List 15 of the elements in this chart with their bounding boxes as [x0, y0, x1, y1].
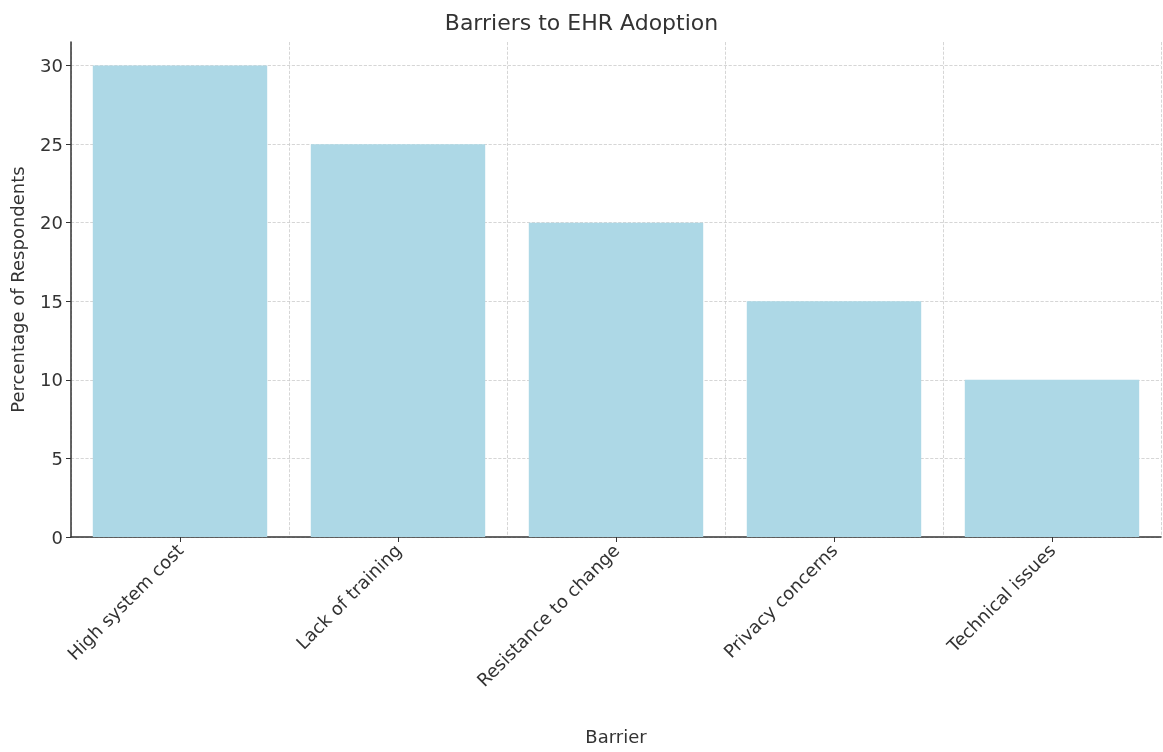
x-axis-title: Barrier: [585, 725, 648, 747]
bar: [528, 222, 704, 537]
chart-title: Barriers to EHR Adoption: [444, 9, 719, 35]
y-tick-label: 30: [40, 55, 63, 77]
bar: [746, 301, 922, 537]
y-tick-label: 20: [40, 212, 63, 234]
bar: [964, 379, 1140, 537]
y-tick-label: 0: [51, 526, 63, 548]
y-tick-label: 25: [40, 133, 63, 155]
bar: [310, 144, 486, 537]
y-tick-label: 15: [40, 290, 63, 312]
y-tick-label: 10: [40, 369, 63, 391]
y-axis-title: Percentage of Respondents: [6, 166, 28, 413]
y-tick-label: 5: [51, 447, 63, 469]
bar: [92, 65, 268, 537]
